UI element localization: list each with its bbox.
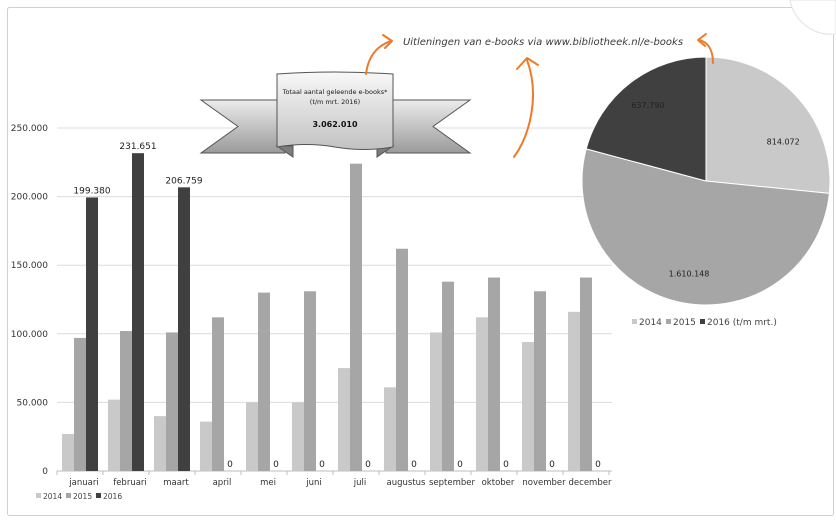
data-label-2016-april: 0 bbox=[227, 460, 233, 470]
pie-legend-swatch-2015 bbox=[666, 319, 671, 324]
data-label-2016-juni: 0 bbox=[319, 460, 325, 470]
arrow-right-curve bbox=[698, 39, 714, 64]
bar-2015-september bbox=[442, 281, 454, 471]
banner-total: 3.062.010 bbox=[312, 120, 357, 129]
x-tick-label-december: december bbox=[569, 478, 612, 488]
orange-arrows bbox=[365, 33, 714, 158]
pie-legend-label-2015: 2015 bbox=[673, 318, 696, 328]
x-tick-label-november: november bbox=[522, 478, 566, 488]
legend-label-2016: 2016 bbox=[103, 492, 122, 501]
bar-2014-februari bbox=[108, 399, 120, 471]
bar-2015-januari bbox=[74, 337, 86, 471]
y-tick-label: 100.000 bbox=[11, 330, 48, 340]
x-tick-label-mei: mei bbox=[260, 478, 276, 488]
bar-2014-maart bbox=[154, 416, 166, 471]
bar-2014-november bbox=[522, 342, 534, 471]
data-label-2016-maart: 206.759 bbox=[165, 176, 202, 186]
bar-2014-mei bbox=[246, 402, 258, 471]
bar-2014-augustus bbox=[384, 387, 396, 471]
x-tick-label-september: september bbox=[429, 478, 476, 488]
legend-swatch-2016 bbox=[96, 493, 101, 498]
x-tick-label-augustus: augustus bbox=[387, 478, 427, 488]
bar-2016-januari bbox=[86, 197, 98, 472]
arrow-left-curve bbox=[365, 40, 392, 75]
bar-2014-april bbox=[200, 421, 212, 471]
pie-legend-label-2014: 2014 bbox=[639, 318, 662, 328]
figure-title: Uitleningen van e-books via www.biblioth… bbox=[403, 37, 683, 48]
bar-2015-mei bbox=[258, 292, 270, 471]
pie-legend-swatch-2016-t-m-mrt bbox=[700, 319, 705, 324]
bar-2014-oktober bbox=[476, 317, 488, 471]
pie-legend-label-2016-t-m-mrt: 2016 (t/m mrt.) bbox=[707, 318, 777, 328]
banner-line-2: (t/m mrt. 2016) bbox=[310, 98, 360, 106]
total-banner: Totaal aantal geleende e-books* (t/m mrt… bbox=[199, 71, 472, 158]
legend-label-2014: 2014 bbox=[43, 492, 62, 501]
pie-slice-2014 bbox=[705, 56, 831, 194]
arrow-up-curve bbox=[513, 59, 534, 158]
bar-2015-juli bbox=[350, 163, 362, 471]
x-tick-label-januari: januari bbox=[68, 478, 98, 488]
arrow-up-head bbox=[516, 57, 539, 70]
x-tick-label-juni: juni bbox=[305, 478, 322, 488]
bar-2014-juni bbox=[292, 402, 304, 471]
banner-tail-left bbox=[199, 99, 286, 154]
data-label-2016-november: 0 bbox=[549, 460, 555, 470]
x-tick-label-april: april bbox=[213, 478, 232, 488]
data-label-2016-september: 0 bbox=[457, 460, 463, 470]
pie-label-2015: 1.610.148 bbox=[669, 270, 710, 279]
pie-label-2014: 814.072 bbox=[767, 137, 800, 146]
data-label-2016-februari: 231.651 bbox=[119, 142, 156, 152]
y-tick-label: 0 bbox=[42, 467, 48, 477]
bar-2014-januari bbox=[62, 433, 74, 471]
pie-slice-2015 bbox=[581, 148, 830, 306]
legend-label-2015: 2015 bbox=[73, 492, 92, 501]
bar-2015-augustus bbox=[396, 248, 408, 471]
bar-2014-juli bbox=[338, 368, 350, 471]
banner-panel bbox=[276, 71, 394, 150]
pie-legend-swatch-2014 bbox=[632, 319, 637, 324]
bar-2015-oktober bbox=[488, 277, 500, 471]
bar-2015-juni bbox=[304, 291, 316, 471]
banner-line-1: Totaal aantal geleende e-books* bbox=[282, 88, 389, 96]
bar-2016-maart bbox=[178, 187, 190, 471]
y-tick-label: 150.000 bbox=[11, 261, 48, 271]
bar-2014-september bbox=[430, 332, 442, 471]
bar-2015-april bbox=[212, 317, 224, 471]
data-label-2016-oktober: 0 bbox=[503, 460, 509, 470]
pie-label-2016-t-m-mrt: 637.790 bbox=[631, 101, 664, 110]
bar-2016-februari bbox=[132, 153, 144, 471]
pie-slice-2016-t-m-mrt bbox=[585, 56, 707, 182]
x-tick-label-februari: februari bbox=[113, 478, 147, 488]
legend-swatch-2014 bbox=[36, 493, 41, 498]
data-label-2016-augustus: 0 bbox=[411, 460, 417, 470]
x-tick-label-oktober: oktober bbox=[482, 478, 515, 488]
y-tick-label: 50.000 bbox=[17, 398, 49, 408]
banner-tail-right bbox=[385, 99, 472, 154]
data-label-2016-mei: 0 bbox=[273, 460, 279, 470]
bar-2014-december bbox=[568, 311, 580, 471]
bar-2015-maart bbox=[166, 332, 178, 471]
x-tick-label-maart: maart bbox=[163, 478, 189, 488]
y-tick-label: 200.000 bbox=[11, 193, 48, 203]
arrow-left-head bbox=[382, 34, 393, 49]
y-tick-label: 250.000 bbox=[11, 124, 48, 134]
arrow-right-head bbox=[697, 33, 707, 47]
data-label-2016-januari: 199.380 bbox=[73, 186, 110, 196]
yearly-loans-pie-chart: 814.072 1.610.148 637.790 2014 2015 2016 (t/m… bbox=[581, 56, 831, 328]
bar-2015-november bbox=[534, 291, 546, 471]
data-label-2016-juli: 0 bbox=[365, 460, 371, 470]
data-label-2016-december: 0 bbox=[595, 460, 601, 470]
bar-2015-december bbox=[580, 277, 592, 471]
x-tick-label-juli: juli bbox=[353, 478, 366, 488]
legend-swatch-2015 bbox=[66, 493, 71, 498]
bar-2015-februari bbox=[120, 331, 132, 471]
